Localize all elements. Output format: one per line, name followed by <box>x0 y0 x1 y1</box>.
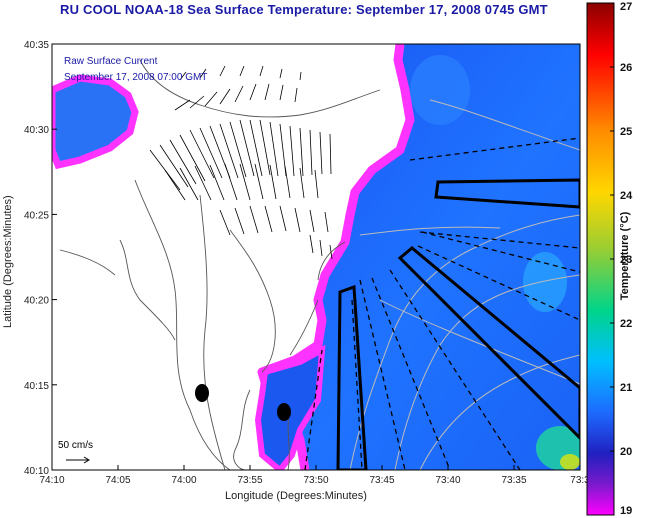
sst-patch-north <box>410 55 470 125</box>
bathymetry-contours <box>349 99 580 470</box>
legend-current-label: Raw Surface Current <box>64 56 158 67</box>
x-tick-label: 74:00 <box>171 475 196 486</box>
colorbar-tick-label: 23 <box>620 254 632 266</box>
x-tick-label: 73:35 <box>501 475 526 486</box>
colorbar-title: Temperature (°C) <box>619 211 631 301</box>
y-tick-label: 40:35 <box>24 40 49 51</box>
warm-spot-se <box>560 454 580 470</box>
y-tick-label: 40:15 <box>24 381 49 392</box>
colorbar <box>586 2 615 516</box>
current-vectors <box>149 65 333 260</box>
colorbar-tick-label: 22 <box>620 318 632 330</box>
legend-current-time: September 17, 2008 07:00 GMT <box>64 72 207 83</box>
x-axis-label: Longitude (Degrees:Minutes) <box>225 490 367 502</box>
x-tick-label: 73:55 <box>237 475 262 486</box>
colorbar-tick-label: 20 <box>620 446 632 458</box>
x-tick-label: 74:05 <box>105 475 130 486</box>
colorbar-tick-label: 25 <box>620 126 632 138</box>
x-tick-label: 74:10 <box>39 475 64 486</box>
y-tick-label: 40:25 <box>24 210 49 221</box>
x-tick-label: 73:40 <box>435 475 460 486</box>
colorbar-tick-label: 21 <box>620 382 632 394</box>
transect-lines <box>304 137 580 470</box>
station-marker-west <box>195 384 209 402</box>
x-tick-label: 73:50 <box>303 475 328 486</box>
x-tick-labels: 74:10 74:05 74:00 73:55 73:50 73:45 73:40 73:35… <box>39 465 590 486</box>
scale-arrow <box>66 456 90 464</box>
colorbar-tick-label: 27 <box>620 1 632 13</box>
colorbar-tick-label: 24 <box>620 190 633 202</box>
land-contours <box>59 59 381 470</box>
colorbar-tick-labels: 27 26 25 24 23 22 21 20 19 <box>610 1 633 517</box>
warm-patch <box>523 252 567 312</box>
y-tick-labels: 40:35 40:30 40:25 40:20 40:15 40:10 <box>24 40 57 477</box>
x-tick-label: 73:45 <box>369 475 394 486</box>
y-tick-label: 40:10 <box>24 466 49 477</box>
western-bay-water <box>52 74 139 170</box>
y-tick-label: 40:20 <box>24 296 49 307</box>
y-axis-label: Latitude (Degrees:Minutes) <box>2 195 14 328</box>
x-tick-label: 73:3 <box>570 475 590 486</box>
station-marker-east <box>277 403 291 421</box>
survey-boxes <box>336 178 580 470</box>
map-title: RU COOL NOAA-18 Sea Surface Temperature:… <box>60 2 548 17</box>
legend-scale-label: 50 cm/s <box>58 440 93 451</box>
colorbar-tick-label: 26 <box>620 62 632 74</box>
colorbar-tick-label: 19 <box>620 505 632 517</box>
y-tick-label: 40:30 <box>24 125 49 136</box>
